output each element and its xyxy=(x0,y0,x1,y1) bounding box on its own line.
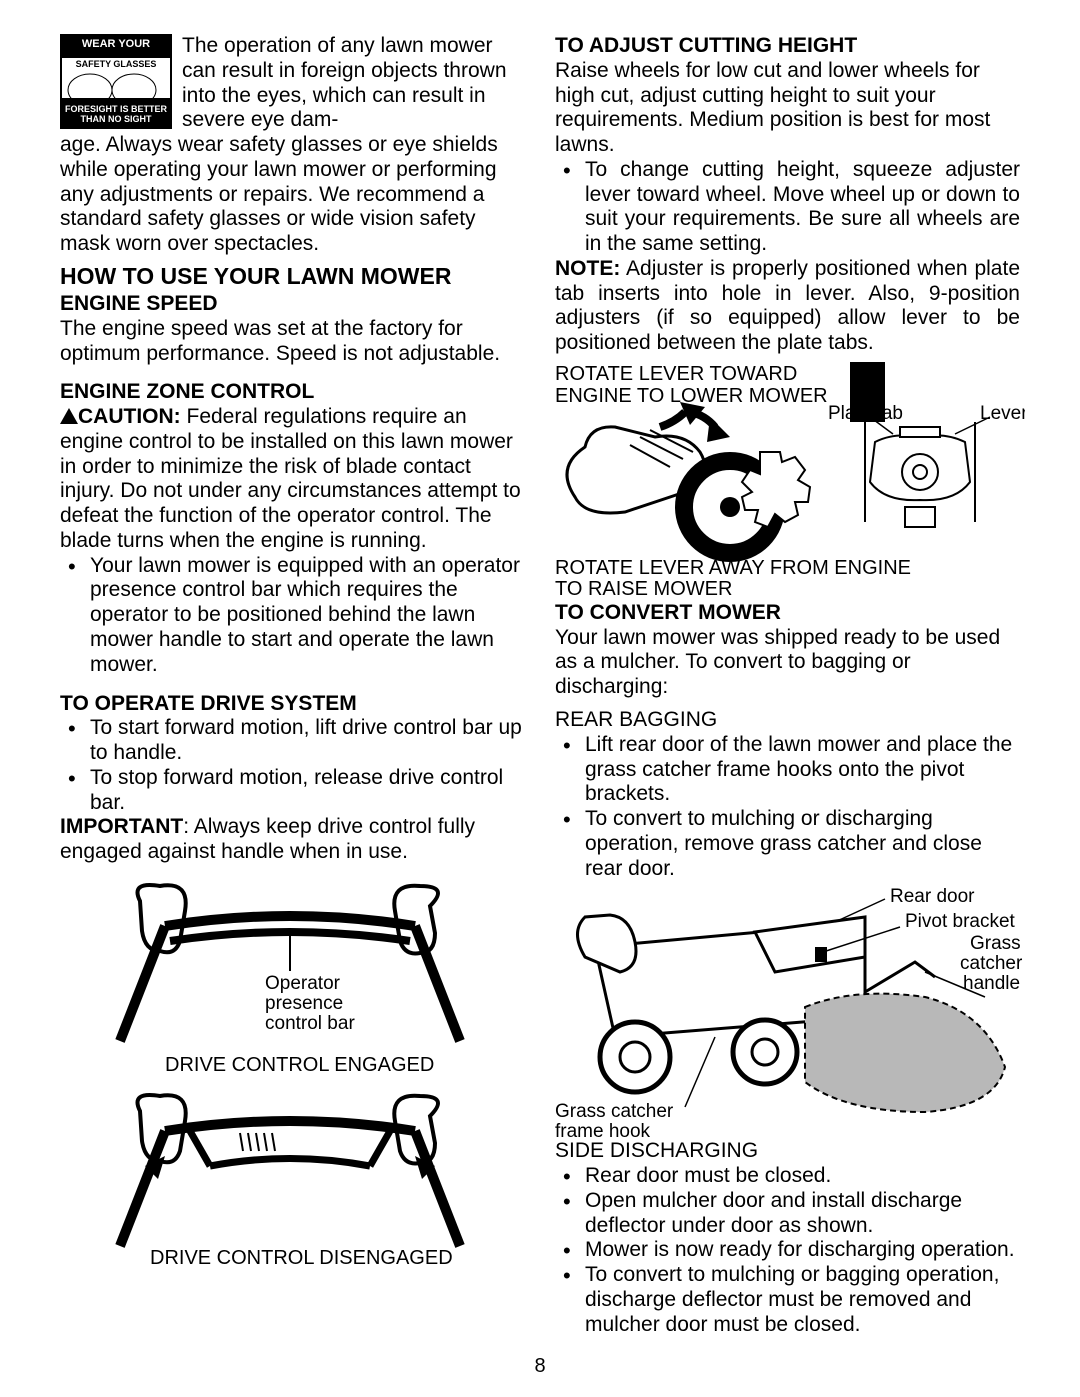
side-discharge-bullet-1: Rear door must be closed. xyxy=(555,1164,1020,1189)
badge-line4: THAN NO SIGHT xyxy=(65,115,167,125)
side-discharging-heading: SIDE DISCHARGING xyxy=(555,1139,1020,1164)
svg-text:ROTATE LEVER TOWARD: ROTATE LEVER TOWARD xyxy=(555,363,797,385)
adjust-bullet-1: To change cutting height, squeeze adjust… xyxy=(555,158,1020,257)
note-label: NOTE: xyxy=(555,257,620,280)
svg-text:TO RAISE MOWER: TO RAISE MOWER xyxy=(555,578,732,597)
badge-line2: SAFETY GLASSES xyxy=(62,59,170,70)
svg-text:Grass catcher: Grass catcher xyxy=(555,1101,674,1122)
svg-text:frame hook: frame hook xyxy=(555,1121,651,1137)
lever-label: Lever xyxy=(980,403,1025,424)
side-discharge-bullet-3: Mower is now ready for discharging opera… xyxy=(555,1238,1020,1263)
rear-bagging-bullet-1: Lift rear door of the lawn mower and pla… xyxy=(555,733,1020,807)
convert-mower-heading: TO CONVERT MOWER xyxy=(555,601,1020,626)
svg-text:ENGINE TO LOWER MOWER: ENGINE TO LOWER MOWER xyxy=(555,385,828,407)
badge-line1: WEAR YOUR xyxy=(82,38,150,51)
svg-text:catcher: catcher xyxy=(960,953,1023,974)
svg-text:control bar: control bar xyxy=(265,1013,355,1034)
side-discharge-bullet-2: Open mulcher door and install discharge … xyxy=(555,1189,1020,1239)
convert-mower-text: Your lawn mower was shipped ready to be … xyxy=(555,626,1020,700)
svg-text:Rear door: Rear door xyxy=(890,887,975,907)
operator-presence-label: Operator xyxy=(265,973,341,994)
glasses-icon xyxy=(62,72,162,98)
plate-tab-label: Plate tab xyxy=(828,403,903,424)
caution-label: CAUTION: xyxy=(78,405,181,428)
svg-text:Grass: Grass xyxy=(970,933,1021,954)
rear-bagging-heading: REAR BAGGING xyxy=(555,708,1020,733)
important-text: IMPORTANT: Always keep drive control ful… xyxy=(60,815,525,865)
intro-text-2: age. Always wear safety glasses or eye s… xyxy=(60,133,525,257)
drive-system-heading: TO OPERATE DRIVE SYSTEM xyxy=(60,692,525,717)
svg-text:Pivot bracket: Pivot bracket xyxy=(905,911,1016,932)
engine-zone-control-heading: ENGINE ZONE CONTROL xyxy=(60,380,525,405)
note-body: Adjuster is properly positioned when pla… xyxy=(555,257,1020,354)
safety-glasses-badge: WEAR YOUR SAFETY GLASSES FORESIGHT IS BE… xyxy=(60,34,172,129)
caution-triangle-icon xyxy=(60,408,78,424)
adjust-height-text: Raise wheels for low cut and lower wheel… xyxy=(555,59,1020,158)
svg-text:ROTATE LEVER AWAY FROM ENGINE: ROTATE LEVER AWAY FROM ENGINE xyxy=(555,557,911,579)
how-to-use-heading: HOW TO USE YOUR LAWN MOWER xyxy=(60,263,525,290)
drive-control-diagram: Operator presence control bar DRIVE CONT… xyxy=(60,871,525,1266)
adjust-note: NOTE: Adjuster is properly positioned wh… xyxy=(555,257,1020,356)
rear-bagging-bullet-2: To convert to mulching or discharging op… xyxy=(555,807,1020,881)
engaged-caption: DRIVE CONTROL ENGAGED xyxy=(165,1054,434,1076)
engine-zone-control-text: CAUTION: Federal regulations require an … xyxy=(60,405,525,554)
engine-speed-heading: ENGINE SPEED xyxy=(60,292,525,317)
important-label: IMPORTANT xyxy=(60,815,183,838)
disengaged-caption: DRIVE CONTROL DISENGAGED xyxy=(150,1247,453,1266)
svg-text:presence: presence xyxy=(265,993,343,1014)
adjust-height-heading: TO ADJUST CUTTING HEIGHT xyxy=(555,34,1020,59)
drive-bullet-1: To start forward motion, lift drive cont… xyxy=(60,716,525,766)
svg-text:handle: handle xyxy=(963,973,1020,994)
side-discharge-bullet-4: To convert to mulching or bagging operat… xyxy=(555,1263,1020,1337)
wheel-adjust-diagram: ROTATE LEVER TOWARD ENGINE TO LOWER MOWE… xyxy=(555,362,1020,597)
engine-speed-text: The engine speed was set at the factory … xyxy=(60,317,525,367)
page-number: 8 xyxy=(534,1355,545,1379)
drive-bullet-2: To stop forward motion, release drive co… xyxy=(60,766,525,816)
grass-catcher-diagram: Rear door Pivot bracket Grass catcher ha… xyxy=(555,887,1020,1137)
ezc-bullet-1: Your lawn mower is equipped with an oper… xyxy=(60,554,525,678)
